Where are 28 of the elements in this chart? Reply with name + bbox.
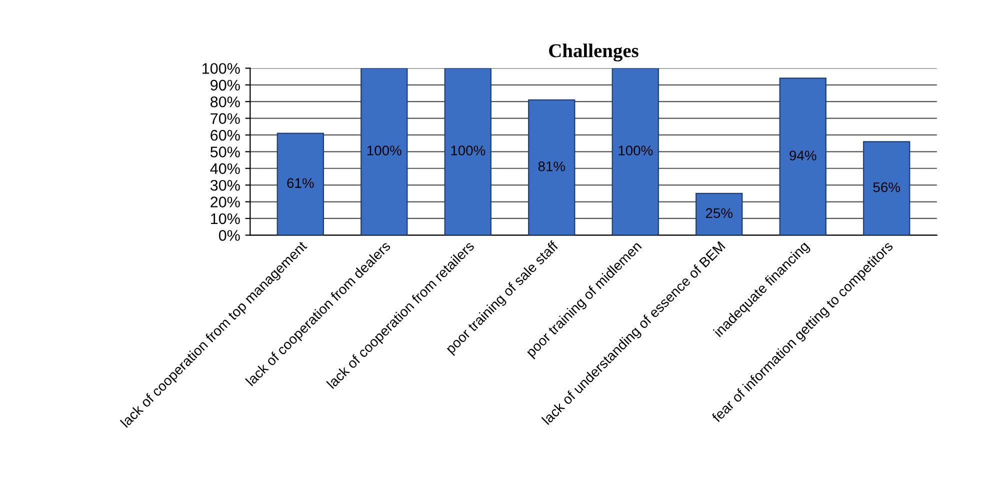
y-tick-label: 10% [211,213,240,224]
y-tick-label: 60% [210,130,240,141]
y-tick-label: 20% [210,196,240,208]
data-label: 56% [873,182,900,192]
y-tick-label: 100% [202,63,240,74]
y-tick-label: 70% [210,113,240,124]
y-tick-label: 50% [210,146,240,158]
y-tick-label: 40% [210,163,240,174]
data-label: 81% [538,161,566,172]
bar [863,141,910,236]
chart-title: Challenges [549,44,638,62]
bar [696,192,743,236]
bar [779,78,826,236]
y-tick-label: 80% [210,96,240,108]
data-label: 100% [618,146,653,156]
y-tick-label: 90% [210,80,240,91]
bar [444,68,492,236]
y-tick-label: 30% [210,180,240,191]
bar [528,99,576,236]
data-label: 100% [451,146,486,156]
bar [360,68,408,236]
data-label: 94% [790,150,816,160]
bar [612,68,659,236]
y-tick-label: 0% [218,230,240,241]
data-label: 25% [706,208,733,218]
data-label: 100% [367,146,402,156]
bar [276,132,324,236]
data-label: 61% [287,178,314,188]
